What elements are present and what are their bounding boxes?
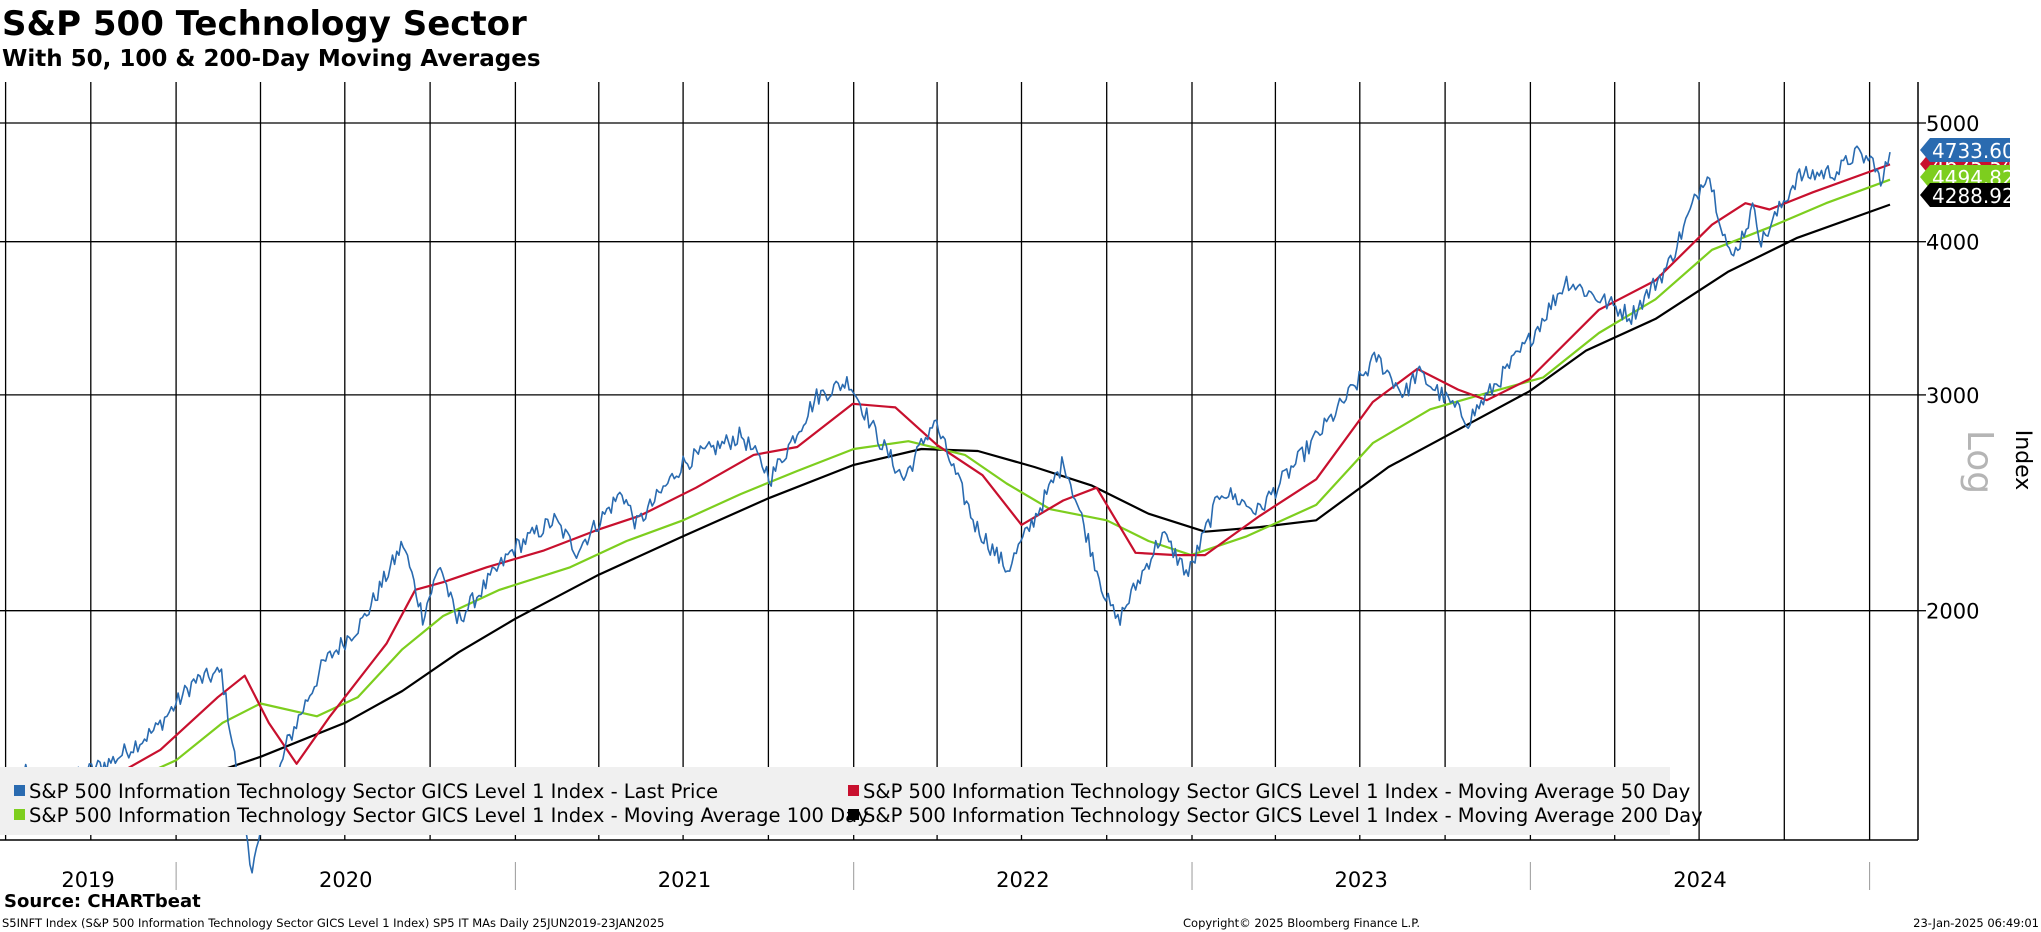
x-tick-label: 2020 [319, 868, 372, 890]
x-tick-label: 2023 [1334, 868, 1387, 890]
legend-label-ma100: S&P 500 Information Technology Sector GI… [29, 804, 869, 827]
chart-subtitle: With 50, 100 & 200-Day Moving Averages [2, 46, 541, 72]
value-tag-price [1920, 138, 2010, 162]
grid-layer: 2000 3000 4000 5000 2019 2020 2021 2022 2023 2024 [0, 82, 1979, 890]
value-tag-label: 4733.60 [1932, 139, 2015, 163]
series-layer [0, 145, 1891, 874]
legend: S&P 500 Information Technology Sector GI… [0, 767, 1703, 835]
chart-title: S&P 500 Technology Sector [2, 4, 527, 44]
footer-copyright: Copyright© 2025 Bloomberg Finance L.P. [1183, 916, 1420, 930]
legend-swatch-ma200 [848, 809, 859, 820]
legend-label-ma50: S&P 500 Information Technology Sector GI… [863, 780, 1690, 803]
value-tag-ma200 [1920, 183, 2010, 207]
footer-timestamp: 23-Jan-2025 06:49:01 [1913, 916, 2039, 930]
y-tick-label: 3000 [1926, 384, 1979, 408]
x-tick-label: 2019 [61, 868, 114, 890]
value-tag-label: 4288.92 [1932, 184, 2015, 208]
y-tick-label: 4000 [1926, 231, 1979, 255]
ma50-line [0, 163, 1891, 810]
legend-background [0, 767, 1670, 835]
price-line [0, 145, 1891, 874]
axis-layer: Index Log [1959, 430, 2035, 494]
legend-label-ma200: S&P 500 Information Technology Sector GI… [863, 804, 1703, 827]
x-tick-label: 2024 [1673, 868, 1726, 890]
chart-svg: 2000 3000 4000 5000 2019 2020 2021 2022 2023 2024… [0, 82, 2035, 890]
legend-swatch-ma100 [14, 809, 25, 820]
y-axis-title: Index [2010, 430, 2035, 491]
x-tick-label: 2022 [996, 868, 1049, 890]
ma200-line [0, 203, 1891, 833]
legend-swatch-price [14, 785, 25, 796]
legend-swatch-ma50 [848, 785, 859, 796]
source-label: Source: CHARTbeat [4, 891, 201, 912]
x-tick-label: 2021 [658, 868, 711, 890]
log-scale-label: Log [1959, 430, 2000, 494]
y-tick-label: 5000 [1926, 112, 1979, 136]
y-tick-label: 2000 [1926, 600, 1979, 624]
legend-label-price: S&P 500 Information Technology Sector GI… [29, 780, 718, 803]
footer-description: S5INFT Index (S&P 500 Information Techno… [2, 916, 665, 930]
ma100-line [0, 178, 1891, 821]
